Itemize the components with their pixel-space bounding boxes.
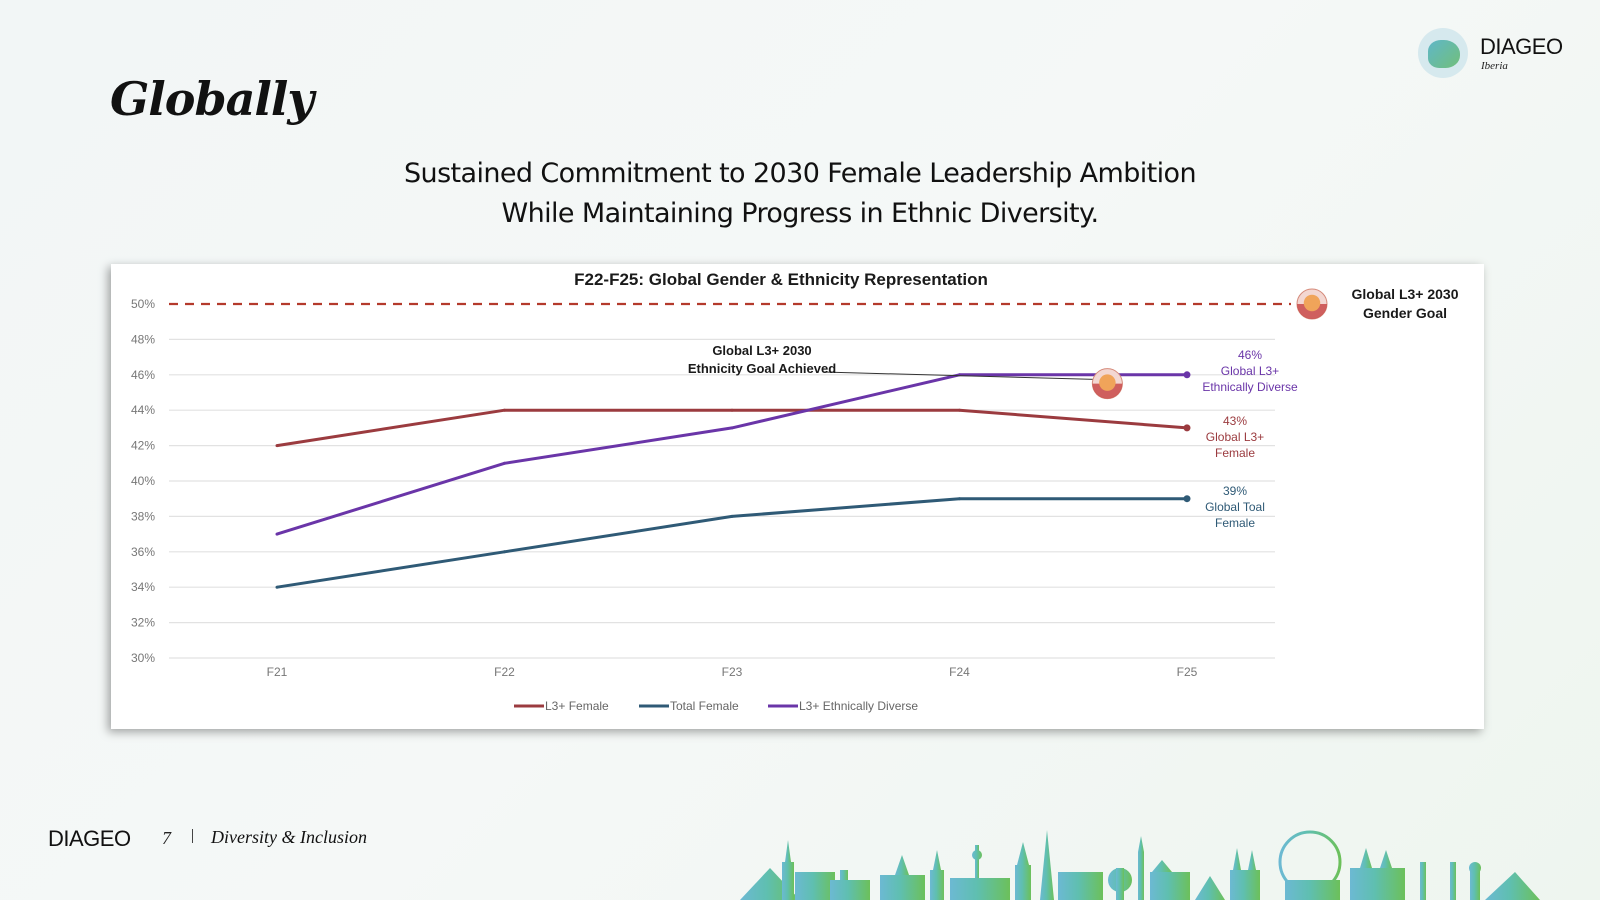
subtitle-line-1: Sustained Commitment to 2030 Female Lead…	[404, 158, 1197, 189]
data-point-l3_ethnic	[503, 461, 506, 465]
end-label-total_female: 39%	[1223, 484, 1247, 498]
chart-panel: F22-F25: Global Gender & Ethnicity Repre…	[111, 264, 1484, 729]
legend-label-l3_ethnic: L3+ Ethnically Diverse	[799, 699, 918, 713]
end-label-l3_ethnic: Ethnically Diverse	[1202, 380, 1298, 394]
ethnicity-goal-label-line2: Ethnicity Goal Achieved	[688, 361, 836, 376]
end-label-total_female: Female	[1215, 516, 1255, 530]
y-tick-label: 44%	[131, 403, 155, 417]
y-tick-label: 40%	[131, 474, 155, 488]
badge-lower	[1092, 383, 1123, 399]
footer-brand: DIAGEO	[48, 826, 131, 851]
data-point-l3_ethnic	[730, 426, 734, 430]
european-city-skyline-icon	[740, 830, 1540, 900]
y-tick-label: 36%	[131, 545, 155, 559]
ethnicity-goal-leader-line	[822, 371, 1104, 381]
footer-separator	[192, 829, 193, 843]
section-name: Diversity & Inclusion	[211, 827, 367, 847]
data-point-l3_female	[503, 408, 506, 412]
diageo-iberia-logo: DIAGEO Iberia	[1418, 28, 1578, 82]
x-tick-label: F24	[949, 665, 970, 679]
y-tick-label: 38%	[131, 509, 155, 523]
ethnicity-goal-label-line1: Global L3+ 2030	[712, 343, 811, 358]
legend-label-total_female: Total Female	[670, 699, 739, 713]
data-point-l3_ethnic	[1183, 371, 1191, 379]
page-title: Globally	[110, 72, 314, 126]
series-line-l3_ethnic	[276, 373, 1187, 536]
x-tick-label: F22	[494, 665, 515, 679]
data-point-total_female	[958, 497, 961, 501]
x-tick-label: F25	[1177, 665, 1198, 679]
data-point-total_female	[275, 585, 279, 589]
badge-center	[1099, 374, 1116, 391]
x-tick-label: F23	[722, 665, 743, 679]
data-point-l3_female	[730, 408, 734, 412]
gender-goal-badge-icon	[1296, 288, 1328, 320]
gender-goal-label-line1: Global L3+ 2030	[1352, 286, 1459, 302]
series-line-total_female	[276, 497, 1187, 589]
data-point-l3_ethnic	[275, 532, 279, 536]
badge-lower	[1297, 304, 1327, 319]
end-label-total_female: Global Toal	[1205, 500, 1265, 514]
subtitle-line-2: While Maintaining Progress in Ethnic Div…	[501, 198, 1100, 229]
end-label-l3_female: Global L3+	[1206, 430, 1264, 444]
chart-title: F22-F25: Global Gender & Ethnicity Repre…	[574, 270, 988, 289]
y-tick-label: 32%	[131, 616, 155, 630]
y-tick-label: 30%	[131, 651, 155, 665]
ethnicity-goal-badge-icon	[1091, 368, 1123, 400]
end-label-l3_ethnic: 46%	[1238, 348, 1262, 362]
iberia-map-globe-icon	[1418, 28, 1468, 78]
data-point-l3_female	[275, 444, 279, 448]
y-tick-label: 48%	[131, 332, 155, 346]
x-tick-label: F21	[267, 665, 288, 679]
y-tick-label: 46%	[131, 368, 155, 382]
end-label-l3_ethnic: Global L3+	[1221, 364, 1279, 378]
logo-subtitle: Iberia	[1481, 60, 1508, 72]
legend-label-l3_female: L3+ Female	[545, 699, 609, 713]
end-label-l3_female: 43%	[1223, 414, 1247, 428]
data-point-l3_female	[1183, 424, 1191, 432]
data-point-total_female	[1183, 495, 1191, 503]
y-tick-label: 50%	[131, 297, 155, 311]
line-chart: F22-F25: Global Gender & Ethnicity Repre…	[131, 270, 1459, 713]
y-tick-label: 42%	[131, 439, 155, 453]
data-point-l3_female	[958, 408, 961, 412]
gender-goal-label-line2: Gender Goal	[1363, 305, 1447, 321]
logo-wordmark: DIAGEO	[1480, 34, 1563, 59]
data-point-total_female	[730, 514, 734, 518]
data-point-total_female	[503, 550, 506, 554]
page-number: 7	[162, 828, 171, 848]
y-tick-label: 34%	[131, 580, 155, 594]
end-label-l3_female: Female	[1215, 446, 1255, 460]
badge-center	[1303, 294, 1321, 312]
